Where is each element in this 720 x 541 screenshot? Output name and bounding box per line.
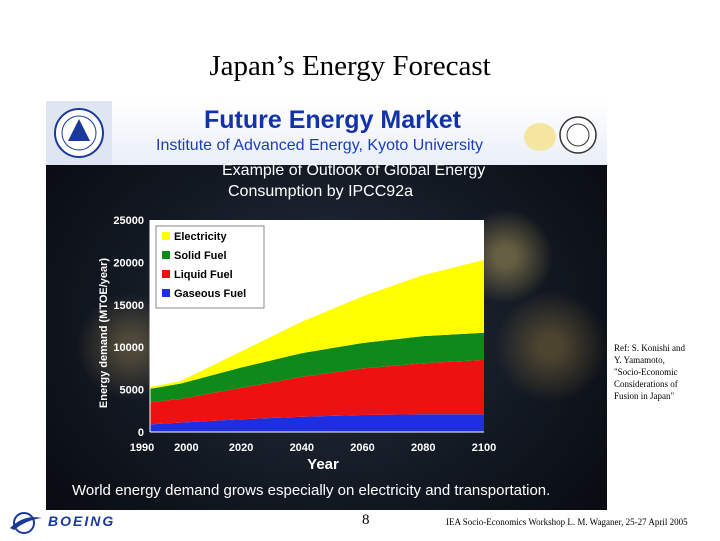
y-tick-label: 25000: [113, 215, 144, 227]
legend-label: Solid Fuel: [174, 250, 227, 262]
boeing-symbol-icon: [10, 512, 42, 534]
panel-title: Future Energy Market: [204, 106, 462, 134]
chart-legend: Electricity Solid Fuel Liquid Fuel Gaseous …: [155, 225, 265, 309]
x-tick-label: 2080: [411, 442, 435, 454]
institute-emblem-icon: [54, 108, 104, 158]
y-tick-label: 15000: [113, 300, 144, 312]
y-tick-label: 20000: [113, 257, 144, 269]
x-tick-label: 2000: [174, 442, 198, 454]
panel-caption: World energy demand grows especially on …: [72, 482, 551, 499]
x-tick-label: 2040: [290, 442, 314, 454]
y-axis-label: Energy demand (MTOE/year): [98, 258, 110, 409]
area-liquid-fuel: [150, 359, 484, 425]
x-tick-label: 1990: [130, 442, 154, 454]
panel-header-band: [112, 101, 607, 165]
area-electricity: [150, 259, 484, 389]
legend-box: [155, 225, 265, 309]
slide-title: Japan’s Energy Forecast: [209, 50, 491, 82]
legend-label: Electricity: [174, 231, 227, 243]
chart-axes: 0 5000 10000 15000 20000 25000 1990 2000 2020 204…: [113, 215, 496, 454]
energy-demand-chart: 0 5000 10000 15000 20000 25000 1990 2000 2020 204…: [98, 215, 496, 473]
x-tick-label: 2100: [472, 442, 496, 454]
x-axis-label: Year: [307, 456, 339, 473]
reference-line-5: Fusion in Japan": [614, 391, 675, 401]
boeing-logo: BOEING: [8, 510, 130, 536]
reference-note: Ref: S. Konishi and Y. Yamamoto, "Socio-…: [614, 342, 714, 402]
example-line-2: Consumption by IPCC92a: [228, 183, 413, 200]
workshop-footer: IEA Socio-Economics Workshop L. M. Wagan…: [446, 517, 688, 527]
boeing-wordmark: BOEING: [48, 513, 116, 529]
y-tick-label: 0: [138, 427, 144, 439]
x-tick-label: 2020: [229, 442, 253, 454]
reference-line-2: Y. Yamamoto,: [614, 355, 665, 365]
area-gaseous-fuel: [150, 414, 484, 432]
stacked-areas: [150, 220, 484, 432]
yellow-swirl-logo-icon: [524, 123, 556, 151]
kyoto-seal-icon: [559, 116, 597, 154]
legend-swatch: [162, 251, 170, 259]
legend-swatch: [162, 289, 170, 297]
reference-line-3: "Socio-Economic: [614, 367, 678, 377]
energy-market-panel: Future Energy Market Institute of Advanc…: [46, 101, 607, 510]
legend-label: Gaseous Fuel: [174, 288, 246, 300]
university-logos: [524, 116, 597, 154]
example-line-1: Example of Outlook of Global Energy: [222, 162, 486, 179]
y-tick-label: 5000: [120, 385, 144, 397]
legend-swatch: [162, 232, 170, 240]
area-solid-fuel: [150, 332, 484, 403]
reference-line-1: Ref: S. Konishi and: [614, 343, 685, 353]
y-tick-label: 10000: [113, 342, 144, 354]
institute-logo: [46, 101, 112, 165]
legend-label: Liquid Fuel: [174, 269, 233, 281]
legend-swatch: [162, 270, 170, 278]
reference-line-4: Considerations of: [614, 379, 678, 389]
x-tick-label: 2060: [350, 442, 374, 454]
panel-subtitle: Institute of Advanced Energy, Kyoto Univ…: [156, 137, 483, 154]
page-number: 8: [362, 512, 370, 528]
